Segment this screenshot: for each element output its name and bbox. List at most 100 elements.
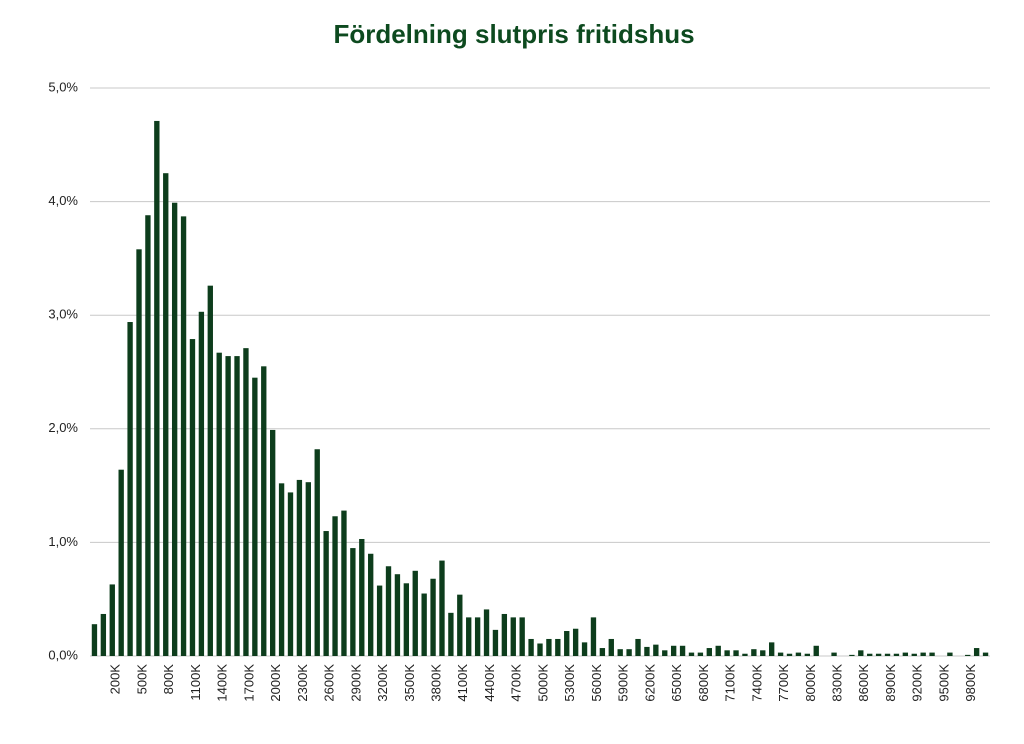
bar: [742, 653, 748, 656]
bar: [421, 593, 427, 656]
bar: [849, 654, 855, 656]
bar: [858, 650, 864, 656]
bar: [653, 644, 659, 656]
x-tick-label: 6200K: [642, 664, 657, 702]
bar: [973, 648, 980, 656]
bar: [804, 653, 810, 656]
bar: [359, 538, 365, 656]
bar: [510, 617, 516, 656]
x-tick-label: 200K: [108, 664, 123, 695]
bar: [127, 322, 133, 656]
y-tick-label: 5,0%: [48, 79, 78, 94]
x-tick-label: 7100K: [723, 664, 738, 702]
bar: [608, 638, 614, 656]
bar: [546, 638, 552, 656]
x-tick-label: 9500K: [936, 664, 951, 702]
x-tick-label: 4400K: [482, 664, 497, 702]
bar: [109, 584, 115, 656]
bar: [644, 646, 650, 656]
bar: [261, 366, 267, 656]
x-tick-label: 1400K: [215, 664, 230, 702]
x-tick-label: 5600K: [589, 664, 604, 702]
bar: [965, 654, 971, 656]
x-tick-label: 3200K: [375, 664, 390, 702]
bar: [867, 653, 873, 656]
bar: [305, 482, 311, 656]
chart-title: Fördelning slutpris fritidshus: [333, 19, 694, 49]
x-tick-label: 2300K: [295, 664, 310, 702]
bar: [198, 311, 205, 656]
bar: [706, 648, 712, 656]
bar: [769, 642, 775, 656]
bar: [483, 609, 490, 656]
bar: [528, 638, 534, 656]
bar: [234, 356, 240, 656]
x-tick-label: 8000K: [803, 664, 818, 702]
bar: [430, 578, 436, 656]
x-tick-label: 9800K: [963, 664, 978, 702]
x-tick-label: 6500K: [669, 664, 684, 702]
bar: [733, 650, 739, 656]
x-tick-label: 5300K: [562, 664, 577, 702]
bar: [893, 653, 900, 656]
bar: [91, 624, 98, 656]
x-tick-label: 3500K: [402, 664, 417, 702]
x-tick-label: 3800K: [429, 664, 444, 702]
bar: [760, 650, 766, 656]
bar: [617, 649, 623, 656]
bar: [537, 643, 543, 656]
x-tick-label: 4700K: [509, 664, 524, 702]
bar: [448, 612, 454, 656]
bar: [626, 649, 632, 656]
bar: [902, 652, 909, 656]
bar: [252, 377, 258, 656]
bar: [581, 642, 588, 656]
bar: [180, 216, 187, 657]
bar: [572, 628, 579, 656]
y-tick-label: 1,0%: [48, 534, 78, 549]
bar: [555, 638, 561, 656]
bar: [368, 553, 374, 656]
bar: [777, 652, 784, 656]
bar: [813, 645, 819, 656]
bar: [403, 583, 410, 656]
bar: [278, 483, 285, 656]
bar: [323, 531, 329, 656]
bar: [635, 638, 641, 656]
bar: [786, 653, 793, 656]
bar: [875, 653, 882, 656]
bar: [795, 652, 802, 656]
bar: [884, 653, 891, 656]
bar: [145, 215, 151, 656]
x-tick-label: 2000K: [268, 664, 283, 702]
bar: [163, 173, 169, 656]
bar: [679, 645, 686, 656]
bar: [715, 645, 721, 656]
bar: [314, 449, 320, 656]
bar: [519, 617, 525, 656]
bar: [982, 652, 989, 656]
x-tick-label: 7400K: [749, 664, 764, 702]
bar: [287, 492, 294, 656]
x-tick-label: 1100K: [188, 664, 203, 701]
x-tick-label: 8300K: [829, 664, 844, 702]
bar: [929, 652, 935, 656]
bar: [457, 594, 463, 656]
y-tick-label: 4,0%: [48, 193, 78, 208]
x-tick-label: 2900K: [348, 664, 363, 702]
x-tick-label: 7700K: [776, 664, 791, 702]
bar: [332, 516, 338, 656]
bar: [564, 631, 570, 656]
bar: [216, 352, 222, 656]
bar: [207, 285, 213, 656]
x-tick-label: 5900K: [616, 664, 631, 702]
x-tick-label: 500K: [134, 664, 149, 695]
bar: [439, 560, 445, 656]
bar: [243, 348, 249, 656]
bar: [270, 429, 276, 656]
bar: [590, 617, 597, 656]
bar: [385, 566, 392, 656]
x-tick-label: 8900K: [883, 664, 898, 702]
x-tick-label: 5000K: [535, 664, 550, 702]
